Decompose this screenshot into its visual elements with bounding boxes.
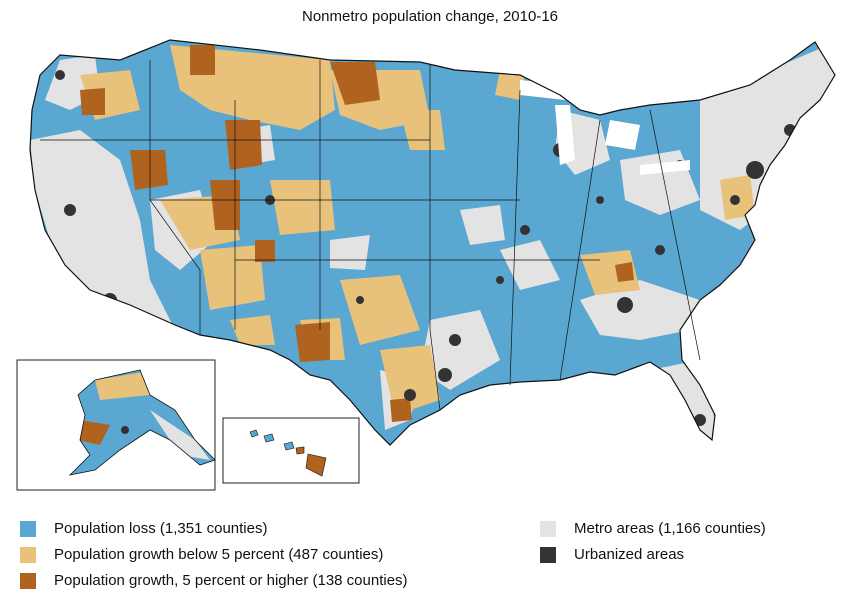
legend-label: Population growth, 5 percent or higher (… xyxy=(54,572,408,589)
legend-swatch xyxy=(540,520,556,537)
legend-swatch xyxy=(540,546,556,563)
legend-label: Population growth below 5 percent (487 c… xyxy=(54,546,384,563)
map-title: Nonmetro population change, 2010-16 xyxy=(301,8,559,25)
legend-item-loss: Population loss (1,351 counties) xyxy=(20,520,267,537)
legend-item-urban: Urbanized areas xyxy=(540,546,684,563)
legend-item-growth-high: Population growth, 5 percent or higher (… xyxy=(20,572,408,589)
legend-item-growth-low: Population growth below 5 percent (487 c… xyxy=(20,546,383,563)
legend-swatch xyxy=(20,546,36,563)
legend-label: Population loss (1,351 counties) xyxy=(54,520,268,537)
us-county-map xyxy=(16,39,836,491)
legend-label: Metro areas (1,166 counties) xyxy=(574,520,766,537)
legend-swatch xyxy=(20,520,36,537)
legend-swatch xyxy=(20,572,36,589)
legend-item-metro: Metro areas (1,166 counties) xyxy=(540,520,766,537)
legend-label: Urbanized areas xyxy=(574,546,685,563)
